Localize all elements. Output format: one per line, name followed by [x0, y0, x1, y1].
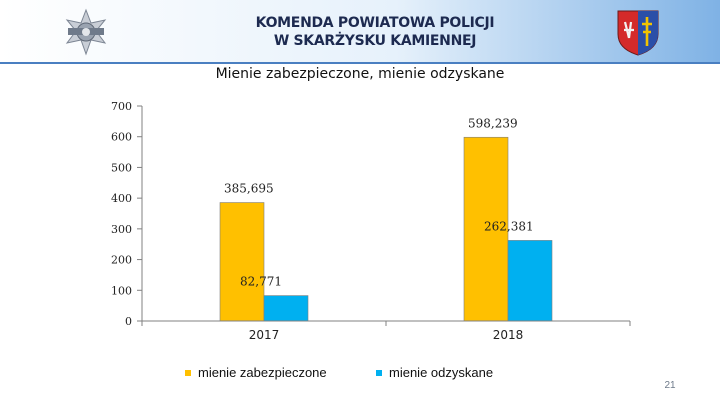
x-category-label: 2017	[249, 328, 280, 342]
data-label: 82,771	[240, 275, 282, 289]
organization-name-line2: W SKARŻYSKU KAMIENNEJ	[273, 33, 477, 49]
legend-label-series1: mienie zabezpieczone	[198, 365, 327, 380]
y-tick-label: 200	[111, 254, 132, 267]
y-tick-label: 600	[111, 131, 132, 144]
x-category-label: 2018	[493, 328, 524, 342]
legend-swatch-series1	[185, 369, 191, 376]
legend-item-series2: mienie odzyskane	[376, 365, 493, 380]
bar-odzyskane-2017	[263, 295, 309, 322]
data-label: 262,381	[484, 219, 534, 233]
bar-odzyskane-2018	[507, 240, 553, 322]
y-tick-label: 0	[125, 315, 132, 328]
y-tick-label: 400	[111, 192, 132, 205]
bar-zabezpieczone-2018	[463, 136, 509, 322]
legend-label-series2: mienie odzyskane	[389, 365, 494, 380]
slide-number: 21	[664, 380, 676, 391]
organization-name: KOMENDA POWIATOWA POLICJI W SKARŻYSKU KA…	[210, 14, 540, 50]
chart-legend: mienie zabezpieczone mienie odzyskane	[0, 365, 720, 381]
organization-name-line1: KOMENDA POWIATOWA POLICJI	[255, 15, 495, 31]
data-label: 385,695	[224, 182, 274, 196]
header-divider	[0, 62, 720, 64]
data-label: 598,239	[468, 116, 518, 130]
y-tick-label: 500	[111, 161, 132, 174]
chart-title: Mienie zabezpieczone, mienie odzyskane	[215, 66, 505, 82]
slide-header: KOMENDA POWIATOWA POLICJI W SKARŻYSKU KA…	[0, 0, 720, 64]
legend-swatch-series2	[376, 369, 382, 376]
header-background	[0, 0, 720, 62]
county-coat-of-arms-icon	[617, 10, 659, 56]
y-tick-label: 300	[111, 223, 132, 236]
legend-item-series1: mienie zabezpieczone	[185, 365, 327, 380]
y-tick-label: 700	[111, 100, 132, 113]
y-tick-label: 100	[111, 284, 132, 297]
bar-zabezpieczone-2017	[219, 202, 265, 322]
police-star-badge-icon	[65, 8, 107, 56]
